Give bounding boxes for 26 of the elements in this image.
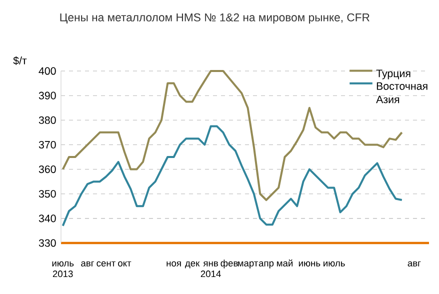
x-tick-label: сент	[96, 261, 116, 266]
y-tick-label: 340	[38, 214, 56, 222]
x-tick-label: март	[238, 261, 258, 268]
y-tick-label: 390	[38, 92, 56, 100]
y-tick-label: 330	[38, 239, 56, 247]
x-tick-label: июнь	[298, 261, 320, 266]
x-tick-label: ноя	[166, 261, 181, 266]
x-tick-label: дек	[185, 261, 200, 268]
x-tick-label: авг	[81, 261, 94, 266]
x-tick-label: май	[276, 259, 293, 266]
x-tick-label: апр	[258, 261, 274, 268]
y-tick-label: 360	[38, 166, 56, 174]
legend-label: Восточная Азия	[376, 82, 428, 104]
legend-label: Турция	[376, 70, 410, 80]
chart-title: Цены на металлолом HMS № 1&2 на мировом рынке, CFR	[60, 13, 370, 24]
x-tick-label: янв 2014	[200, 261, 221, 278]
x-tick-label: окт	[118, 261, 132, 266]
y-tick-label: 350	[38, 190, 56, 198]
y-tick-label: 380	[38, 116, 56, 124]
x-tick-label: июль	[324, 261, 345, 266]
x-tick-label: авг	[408, 261, 421, 266]
y-axis-title: $/т	[13, 56, 27, 65]
y-tick-label: 370	[38, 140, 56, 148]
x-tick-label: июль 2013	[52, 261, 74, 278]
y-tick-label: 400	[38, 67, 56, 75]
x-tick-label: фев	[220, 260, 238, 268]
